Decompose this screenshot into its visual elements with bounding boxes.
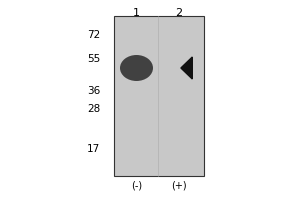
Text: 55: 55 [87, 54, 101, 64]
Text: 36: 36 [87, 86, 101, 96]
Text: (+): (+) [171, 181, 186, 191]
Text: (-): (-) [131, 181, 142, 191]
Polygon shape [181, 57, 192, 79]
Text: 28: 28 [87, 104, 101, 114]
FancyBboxPatch shape [114, 16, 204, 176]
Text: 2: 2 [175, 8, 182, 18]
Text: 17: 17 [87, 144, 101, 154]
Ellipse shape [120, 55, 153, 81]
Text: 1: 1 [133, 8, 140, 18]
Text: 72: 72 [87, 30, 101, 40]
